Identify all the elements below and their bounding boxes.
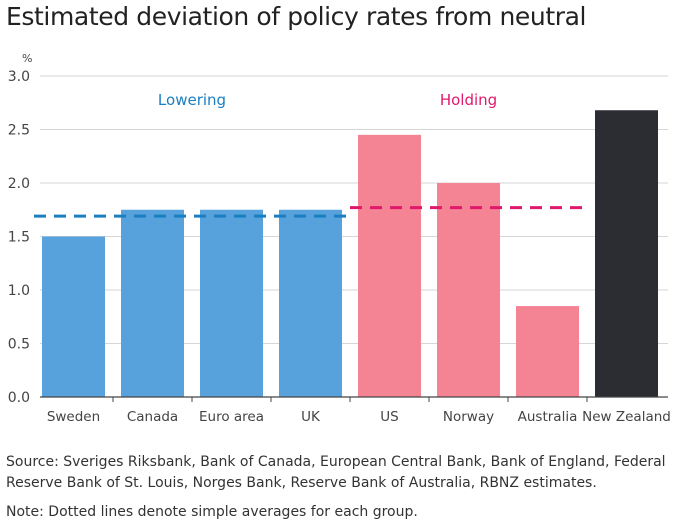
x-tick-label: Canada — [127, 409, 178, 425]
y-tick-label: 1.5 — [8, 230, 30, 246]
x-tick-label: US — [380, 409, 398, 425]
x-tick-label: New Zealand — [582, 409, 671, 425]
x-tick-label: Sweden — [47, 409, 100, 425]
x-tick-label: Euro area — [199, 409, 264, 425]
y-axis-unit: % — [22, 52, 32, 65]
x-tick-label: Norway — [443, 409, 494, 425]
bar-sweden — [42, 236, 105, 397]
x-tick-label: UK — [301, 409, 321, 425]
bar-us — [358, 134, 421, 397]
bar-canada — [121, 209, 184, 397]
bar-uk — [279, 209, 342, 397]
y-tick-label: 0.0 — [8, 390, 30, 406]
y-tick-label: 1.0 — [8, 283, 30, 299]
bar-euro-area — [200, 209, 263, 397]
bar-norway — [437, 183, 500, 397]
bar-chart: 0.0 0.5 1.0 1.5 2.0 2.5 3.0% Sweden Canada Euro a… — [8, 52, 671, 425]
chart-title: Estimated deviation of policy rates from… — [6, 2, 587, 31]
group-label-lowering: Lowering — [158, 91, 226, 109]
y-tick-label: 2.0 — [8, 176, 30, 192]
bar-australia — [516, 306, 579, 397]
y-tick-label: 2.5 — [8, 123, 30, 139]
footnote: Note: Dotted lines denote simple average… — [6, 504, 418, 520]
x-tick-label: Australia — [518, 409, 578, 425]
source-note: Source: Sveriges Riksbank, Bank of Canad… — [6, 454, 666, 491]
y-tick-label: 0.5 — [8, 337, 30, 353]
group-label-holding: Holding — [440, 91, 497, 109]
bar-new-zealand — [595, 110, 658, 398]
y-tick-label: 3.0 — [8, 69, 30, 85]
